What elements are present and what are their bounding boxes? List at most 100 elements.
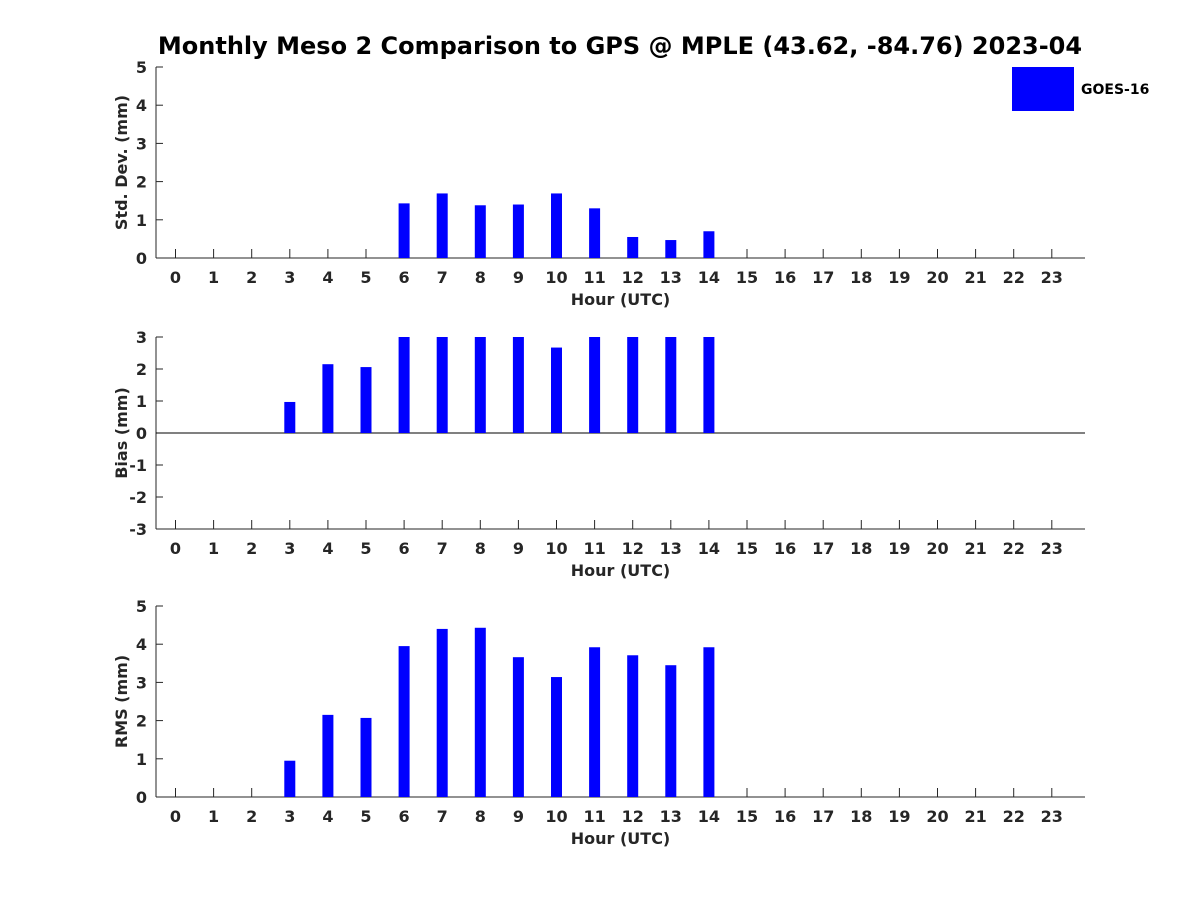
x-tick-label: 20 [926,539,948,558]
bar-rms-hour-4 [322,714,334,797]
x-axis-label: Hour (UTC) [571,829,671,848]
x-tick-label: 18 [850,539,872,558]
x-tick-label: 11 [583,539,605,558]
x-tick-label: 9 [513,539,524,558]
x-tick-label: 22 [1003,539,1025,558]
x-tick-label: 15 [736,268,758,287]
bar-bias-hour-3 [284,401,296,433]
x-tick-label: 20 [926,807,948,826]
bar-rms-hour-8 [474,627,486,797]
x-tick-label: 16 [774,539,796,558]
y-tick-label: 2 [136,360,147,379]
x-tick-label: 22 [1003,268,1025,287]
x-tick-label: 9 [513,268,524,287]
x-tick-label: 20 [926,268,948,287]
x-tick-label: 8 [475,539,486,558]
x-tick-label: 4 [322,268,333,287]
y-tick-label: 3 [136,673,147,692]
x-tick-label: 5 [360,807,371,826]
y-tick-label: 1 [136,211,147,230]
bar-bias-hour-7 [436,337,448,433]
legend-swatch [1012,67,1074,111]
x-tick-label: 8 [475,268,486,287]
x-tick-label: 5 [360,539,371,558]
bar-bias-hour-6 [398,337,410,433]
y-tick-label: 0 [136,249,147,268]
chart-title: Monthly Meso 2 Comparison to GPS @ MPLE … [158,32,1082,60]
y-axis-label: Std. Dev. (mm) [112,95,131,230]
x-tick-label: 1 [208,539,219,558]
x-tick-label: 3 [284,539,295,558]
x-tick-label: 21 [964,268,986,287]
legend: GOES-16 [1012,67,1149,111]
x-tick-label: 7 [437,807,448,826]
bar-rms-hour-10 [551,677,562,797]
y-tick-label: 4 [136,96,147,115]
legend-label: GOES-16 [1081,82,1149,98]
bar-bias-hour-9 [512,337,524,433]
y-tick-label: -1 [129,456,147,475]
x-tick-label: 13 [660,539,682,558]
x-tick-label: 0 [170,268,181,287]
y-tick-label: 3 [136,134,147,153]
bar-rms-hour-6 [398,646,410,797]
bar-rms-hour-5 [360,717,372,797]
y-tick-label: -3 [129,520,147,539]
bar-std-hour-13 [665,240,677,258]
x-tick-label: 21 [964,539,986,558]
bar-bias-hour-11 [589,337,601,433]
bar-rms-hour-12 [627,655,639,797]
x-tick-label: 10 [545,539,567,558]
x-tick-label: 0 [170,539,181,558]
x-tick-label: 21 [964,807,986,826]
x-tick-label: 1 [208,807,219,826]
x-tick-label: 4 [322,807,333,826]
x-tick-label: 18 [850,807,872,826]
x-tick-label: 6 [399,539,410,558]
x-tick-label: 7 [437,268,448,287]
x-tick-label: 11 [583,807,605,826]
bar-rms-hour-9 [512,657,524,797]
x-tick-label: 9 [513,807,524,826]
y-tick-label: 3 [136,328,147,347]
x-tick-label: 14 [698,539,720,558]
bar-std-hour-10 [551,193,562,258]
x-tick-label: 1 [208,268,219,287]
x-tick-label: 2 [246,268,257,287]
x-tick-label: 12 [622,807,644,826]
x-tick-label: 5 [360,268,371,287]
y-tick-label: 0 [136,788,147,807]
y-tick-label: 4 [136,635,147,654]
x-tick-label: 10 [545,807,567,826]
x-tick-label: 0 [170,807,181,826]
x-axis-label: Hour (UTC) [571,290,671,309]
x-axis-label: Hour (UTC) [571,561,671,580]
x-tick-label: 13 [660,807,682,826]
x-tick-label: 6 [399,807,410,826]
x-tick-label: 2 [246,539,257,558]
x-tick-label: 14 [698,268,720,287]
y-tick-label: 0 [136,424,147,443]
bar-std-hour-7 [436,193,448,258]
y-tick-label: 5 [136,597,147,616]
y-tick-label: 2 [136,712,147,731]
x-tick-label: 15 [736,807,758,826]
bar-std-hour-6 [398,203,410,258]
x-tick-label: 19 [888,807,910,826]
bar-std-hour-9 [512,204,524,258]
x-tick-label: 19 [888,268,910,287]
bar-bias-hour-12 [627,337,639,433]
x-tick-label: 11 [583,268,605,287]
x-tick-label: 16 [774,807,796,826]
bar-rms-hour-13 [665,665,677,797]
x-tick-label: 22 [1003,807,1025,826]
x-tick-label: 16 [774,268,796,287]
x-tick-label: 2 [246,807,257,826]
y-tick-label: 1 [136,392,147,411]
x-tick-label: 17 [812,268,834,287]
y-tick-label: 5 [136,58,147,77]
bar-bias-hour-13 [665,337,677,433]
